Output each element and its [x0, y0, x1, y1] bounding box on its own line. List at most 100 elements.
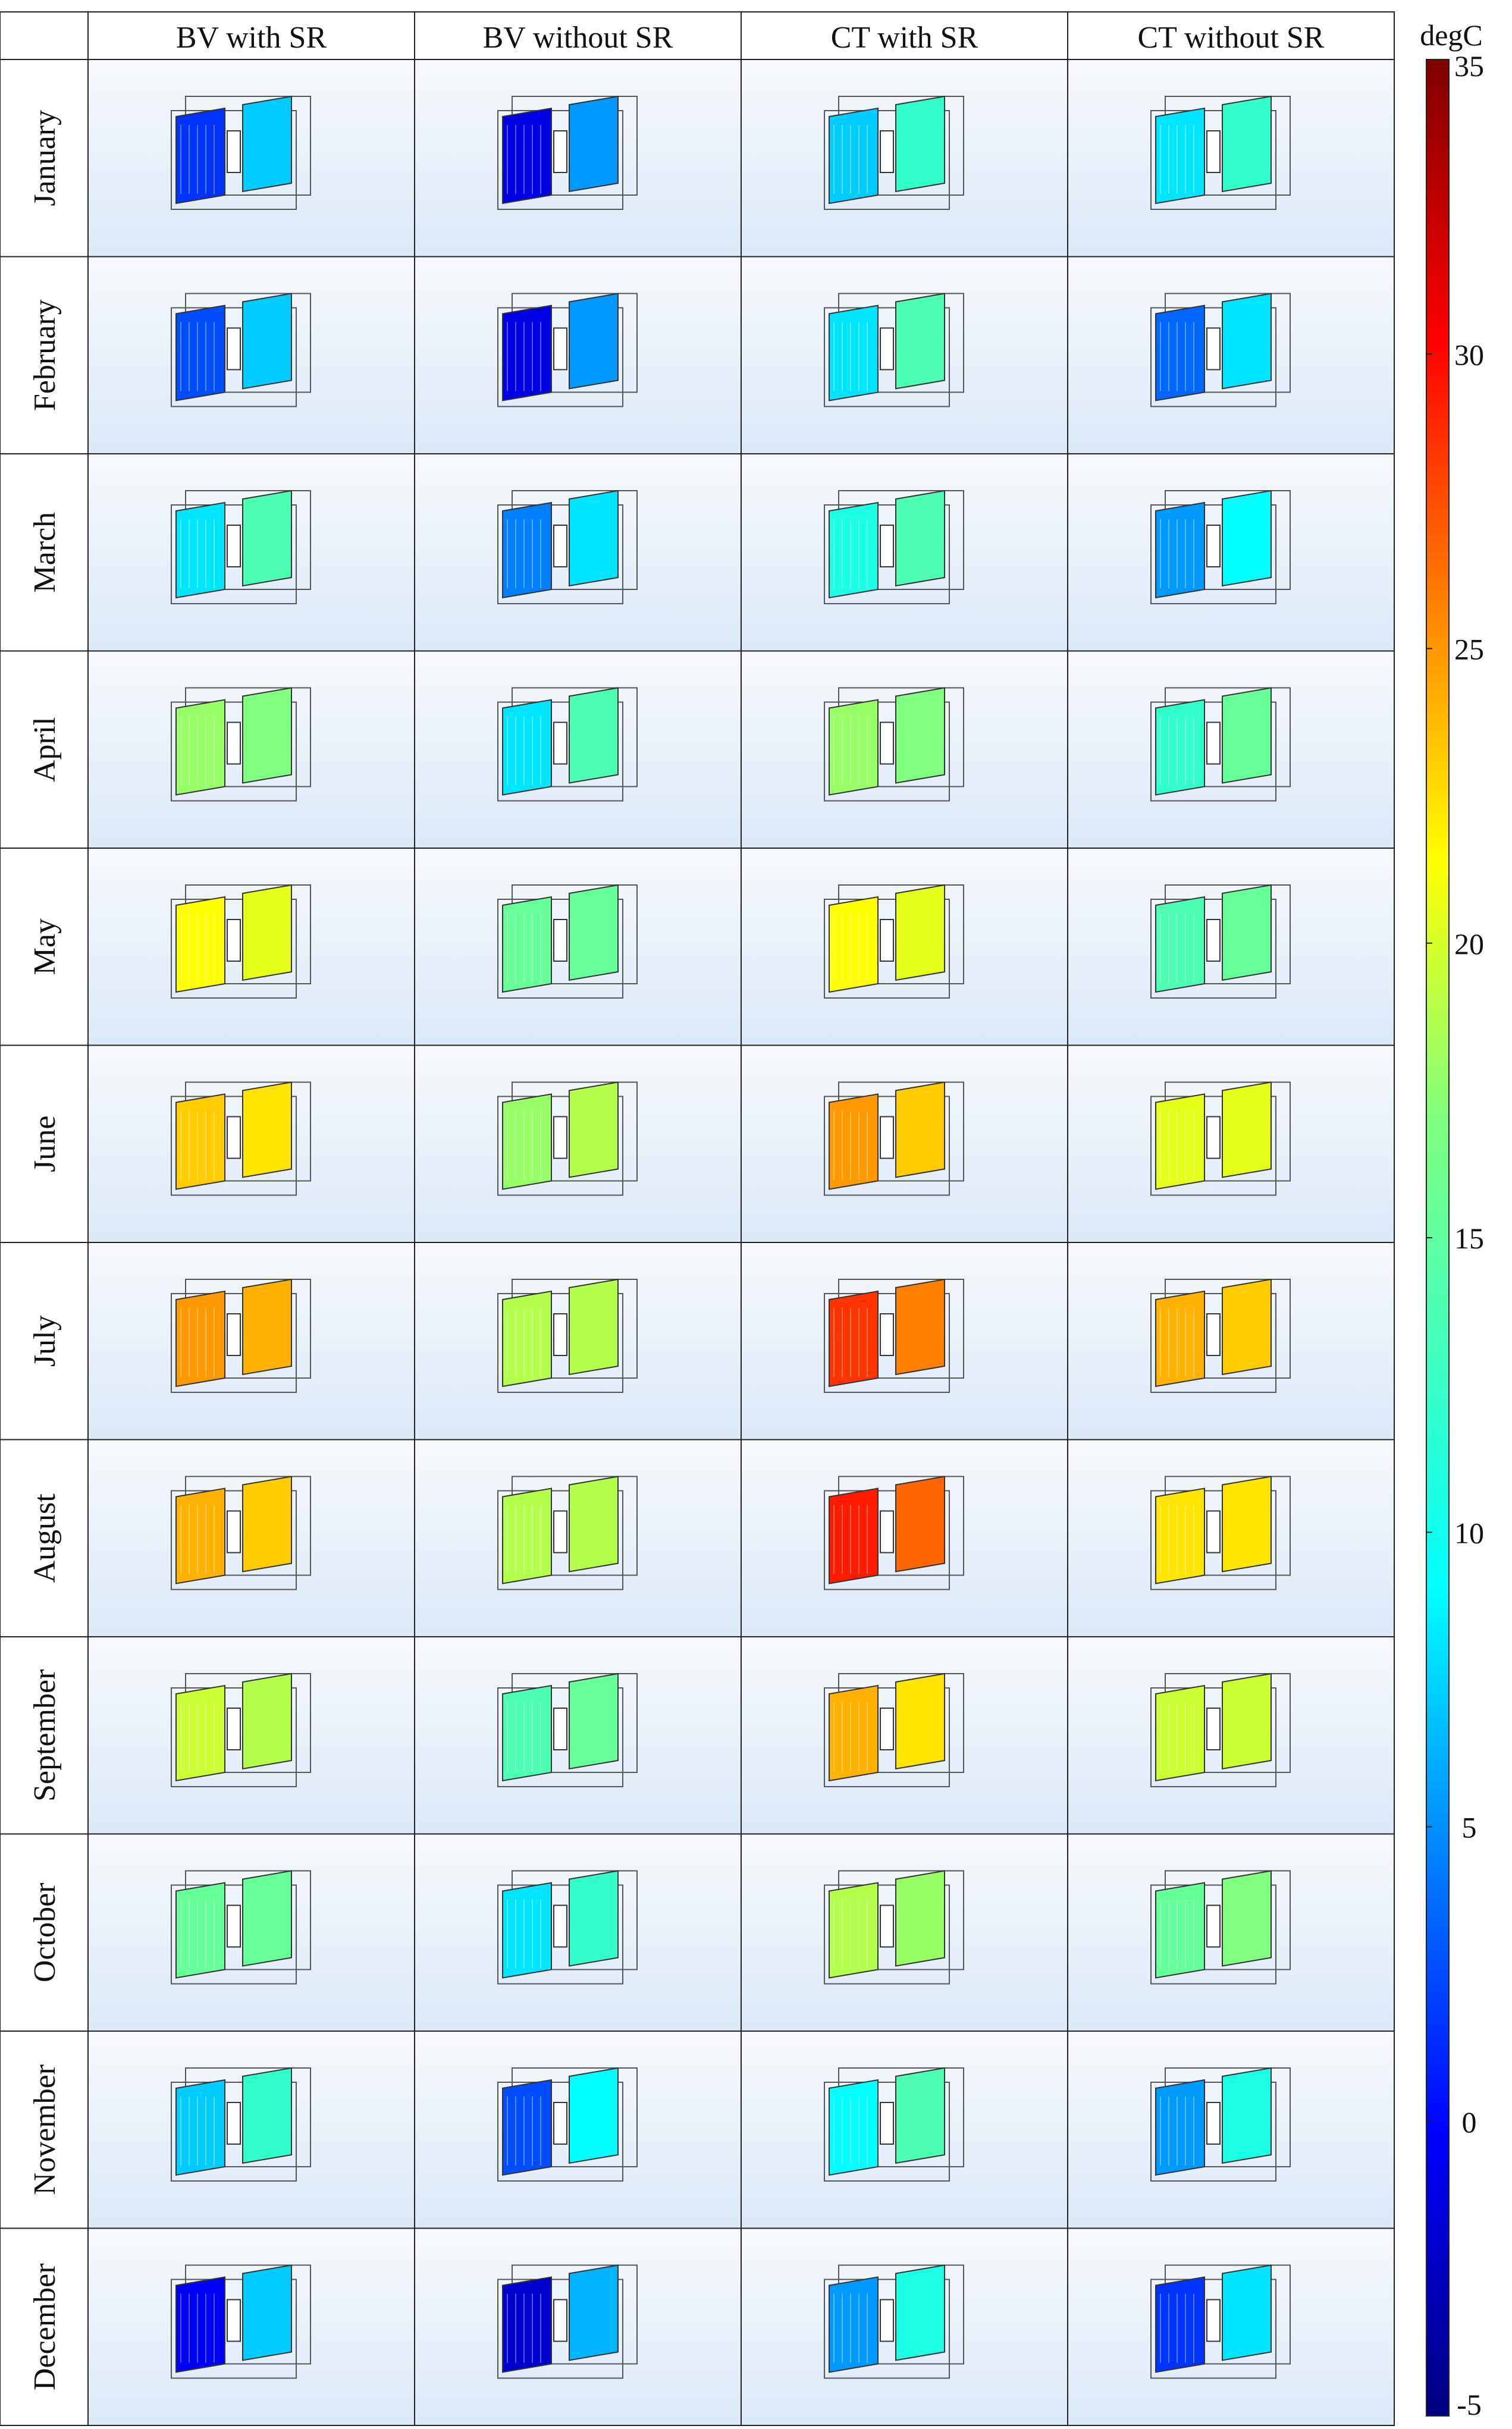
right-pane: [569, 489, 619, 587]
left-pane: [175, 1487, 225, 1584]
left-pane: [502, 1882, 552, 1979]
frame-front: [171, 307, 297, 407]
window-model-july-ct-without-sr: [1150, 1278, 1291, 1393]
center-opening: [1206, 1904, 1221, 1948]
right-pane: [1222, 2264, 1272, 2361]
left-pane: [829, 2276, 879, 2373]
window-model-may-ct-with-sr: [824, 884, 964, 999]
frame-front: [1150, 2279, 1276, 2379]
window-model-february-ct-with-sr: [824, 293, 964, 407]
right-pane: [1222, 293, 1272, 390]
colorbar-tick-label: 35: [1454, 49, 1484, 83]
left-pane: [829, 305, 879, 401]
center-opening: [1206, 2102, 1221, 2145]
colorbar-tick-label: 10: [1454, 1516, 1484, 1549]
right-pane: [569, 293, 619, 390]
center-opening: [553, 919, 567, 962]
left-pane: [829, 699, 879, 796]
center-opening: [227, 919, 241, 962]
window-model-january-bv-with-sr: [171, 95, 311, 210]
center-opening: [227, 1116, 241, 1159]
right-pane: [242, 293, 292, 390]
right-pane: [569, 687, 619, 784]
left-pane: [1155, 2079, 1205, 2176]
center-opening: [553, 1313, 567, 1356]
center-opening: [1206, 1510, 1221, 1554]
left-pane: [1155, 1882, 1205, 1979]
row-header-june: June: [28, 1116, 62, 1172]
frame-front: [1150, 1884, 1276, 1985]
row-header-november: November: [28, 2064, 62, 2195]
window-model-february-bv-without-sr: [497, 293, 638, 407]
left-pane: [1155, 896, 1205, 993]
center-opening: [553, 1510, 567, 1554]
window-model-december-bv-with-sr: [171, 2264, 311, 2379]
row-header-january: January: [28, 110, 62, 206]
center-opening: [880, 327, 894, 371]
frame-front: [824, 1490, 950, 1590]
row-header-february: February: [28, 299, 62, 411]
right-pane: [242, 2067, 292, 2164]
window-model-october-bv-with-sr: [171, 1870, 311, 1985]
center-opening: [553, 130, 567, 173]
frame-front: [824, 307, 950, 407]
window-model-may-bv-with-sr: [171, 884, 311, 999]
right-pane: [1222, 1672, 1272, 1770]
right-pane: [895, 2264, 945, 2361]
left-pane: [175, 107, 225, 205]
center-opening: [553, 721, 567, 765]
window-model-april-bv-without-sr: [497, 687, 638, 802]
frame-front: [824, 1884, 950, 1985]
window-model-august-bv-without-sr: [497, 1476, 638, 1590]
frame-front: [1150, 504, 1276, 604]
left-pane: [829, 501, 879, 599]
window-model-september-bv-without-sr: [497, 1672, 638, 1787]
center-opening: [553, 1708, 567, 1750]
right-pane: [895, 1870, 945, 1967]
right-pane: [242, 95, 292, 193]
frame-front: [171, 2082, 297, 2182]
right-pane: [569, 1672, 619, 1770]
window-model-november-ct-with-sr: [824, 2067, 964, 2182]
right-pane: [895, 2067, 945, 2164]
frame-front: [497, 110, 623, 210]
window-model-october-bv-without-sr: [497, 1870, 638, 1985]
frame-front: [1150, 1490, 1276, 1590]
frame-front: [1150, 899, 1276, 999]
left-pane: [829, 1487, 879, 1584]
left-pane: [175, 2276, 225, 2373]
window-model-august-ct-without-sr: [1150, 1476, 1291, 1590]
frame-front: [1150, 701, 1276, 802]
frame-front: [497, 504, 623, 604]
left-pane: [1155, 107, 1205, 205]
center-opening: [227, 1313, 241, 1356]
frame-front: [497, 1687, 623, 1787]
frame-front: [171, 504, 297, 604]
window-model-january-bv-without-sr: [497, 95, 638, 210]
colorbar-tick-label: 15: [1454, 1222, 1484, 1255]
left-pane: [175, 305, 225, 401]
right-pane: [1222, 1870, 1272, 1967]
right-pane: [242, 1081, 292, 1178]
frame-front: [171, 899, 297, 999]
window-model-december-ct-with-sr: [824, 2264, 964, 2379]
frame-front: [171, 2279, 297, 2379]
column-header-bv-with-sr: BV with SR: [176, 21, 327, 55]
column-header-ct-with-sr: CT with SR: [831, 21, 978, 55]
center-opening: [227, 1904, 241, 1948]
left-pane: [502, 2079, 552, 2176]
center-opening: [1206, 919, 1221, 962]
left-pane: [502, 699, 552, 796]
left-pane: [829, 2079, 879, 2176]
frame-front: [171, 1096, 297, 1196]
left-pane: [829, 1290, 879, 1388]
frame-front: [824, 1096, 950, 1196]
right-pane: [1222, 687, 1272, 784]
right-pane: [569, 1870, 619, 1967]
right-pane: [1222, 95, 1272, 193]
frame-front: [824, 701, 950, 802]
center-opening: [1206, 721, 1221, 765]
row-header-august: August: [28, 1493, 62, 1583]
left-pane: [502, 1290, 552, 1388]
window-model-april-bv-with-sr: [171, 687, 311, 802]
